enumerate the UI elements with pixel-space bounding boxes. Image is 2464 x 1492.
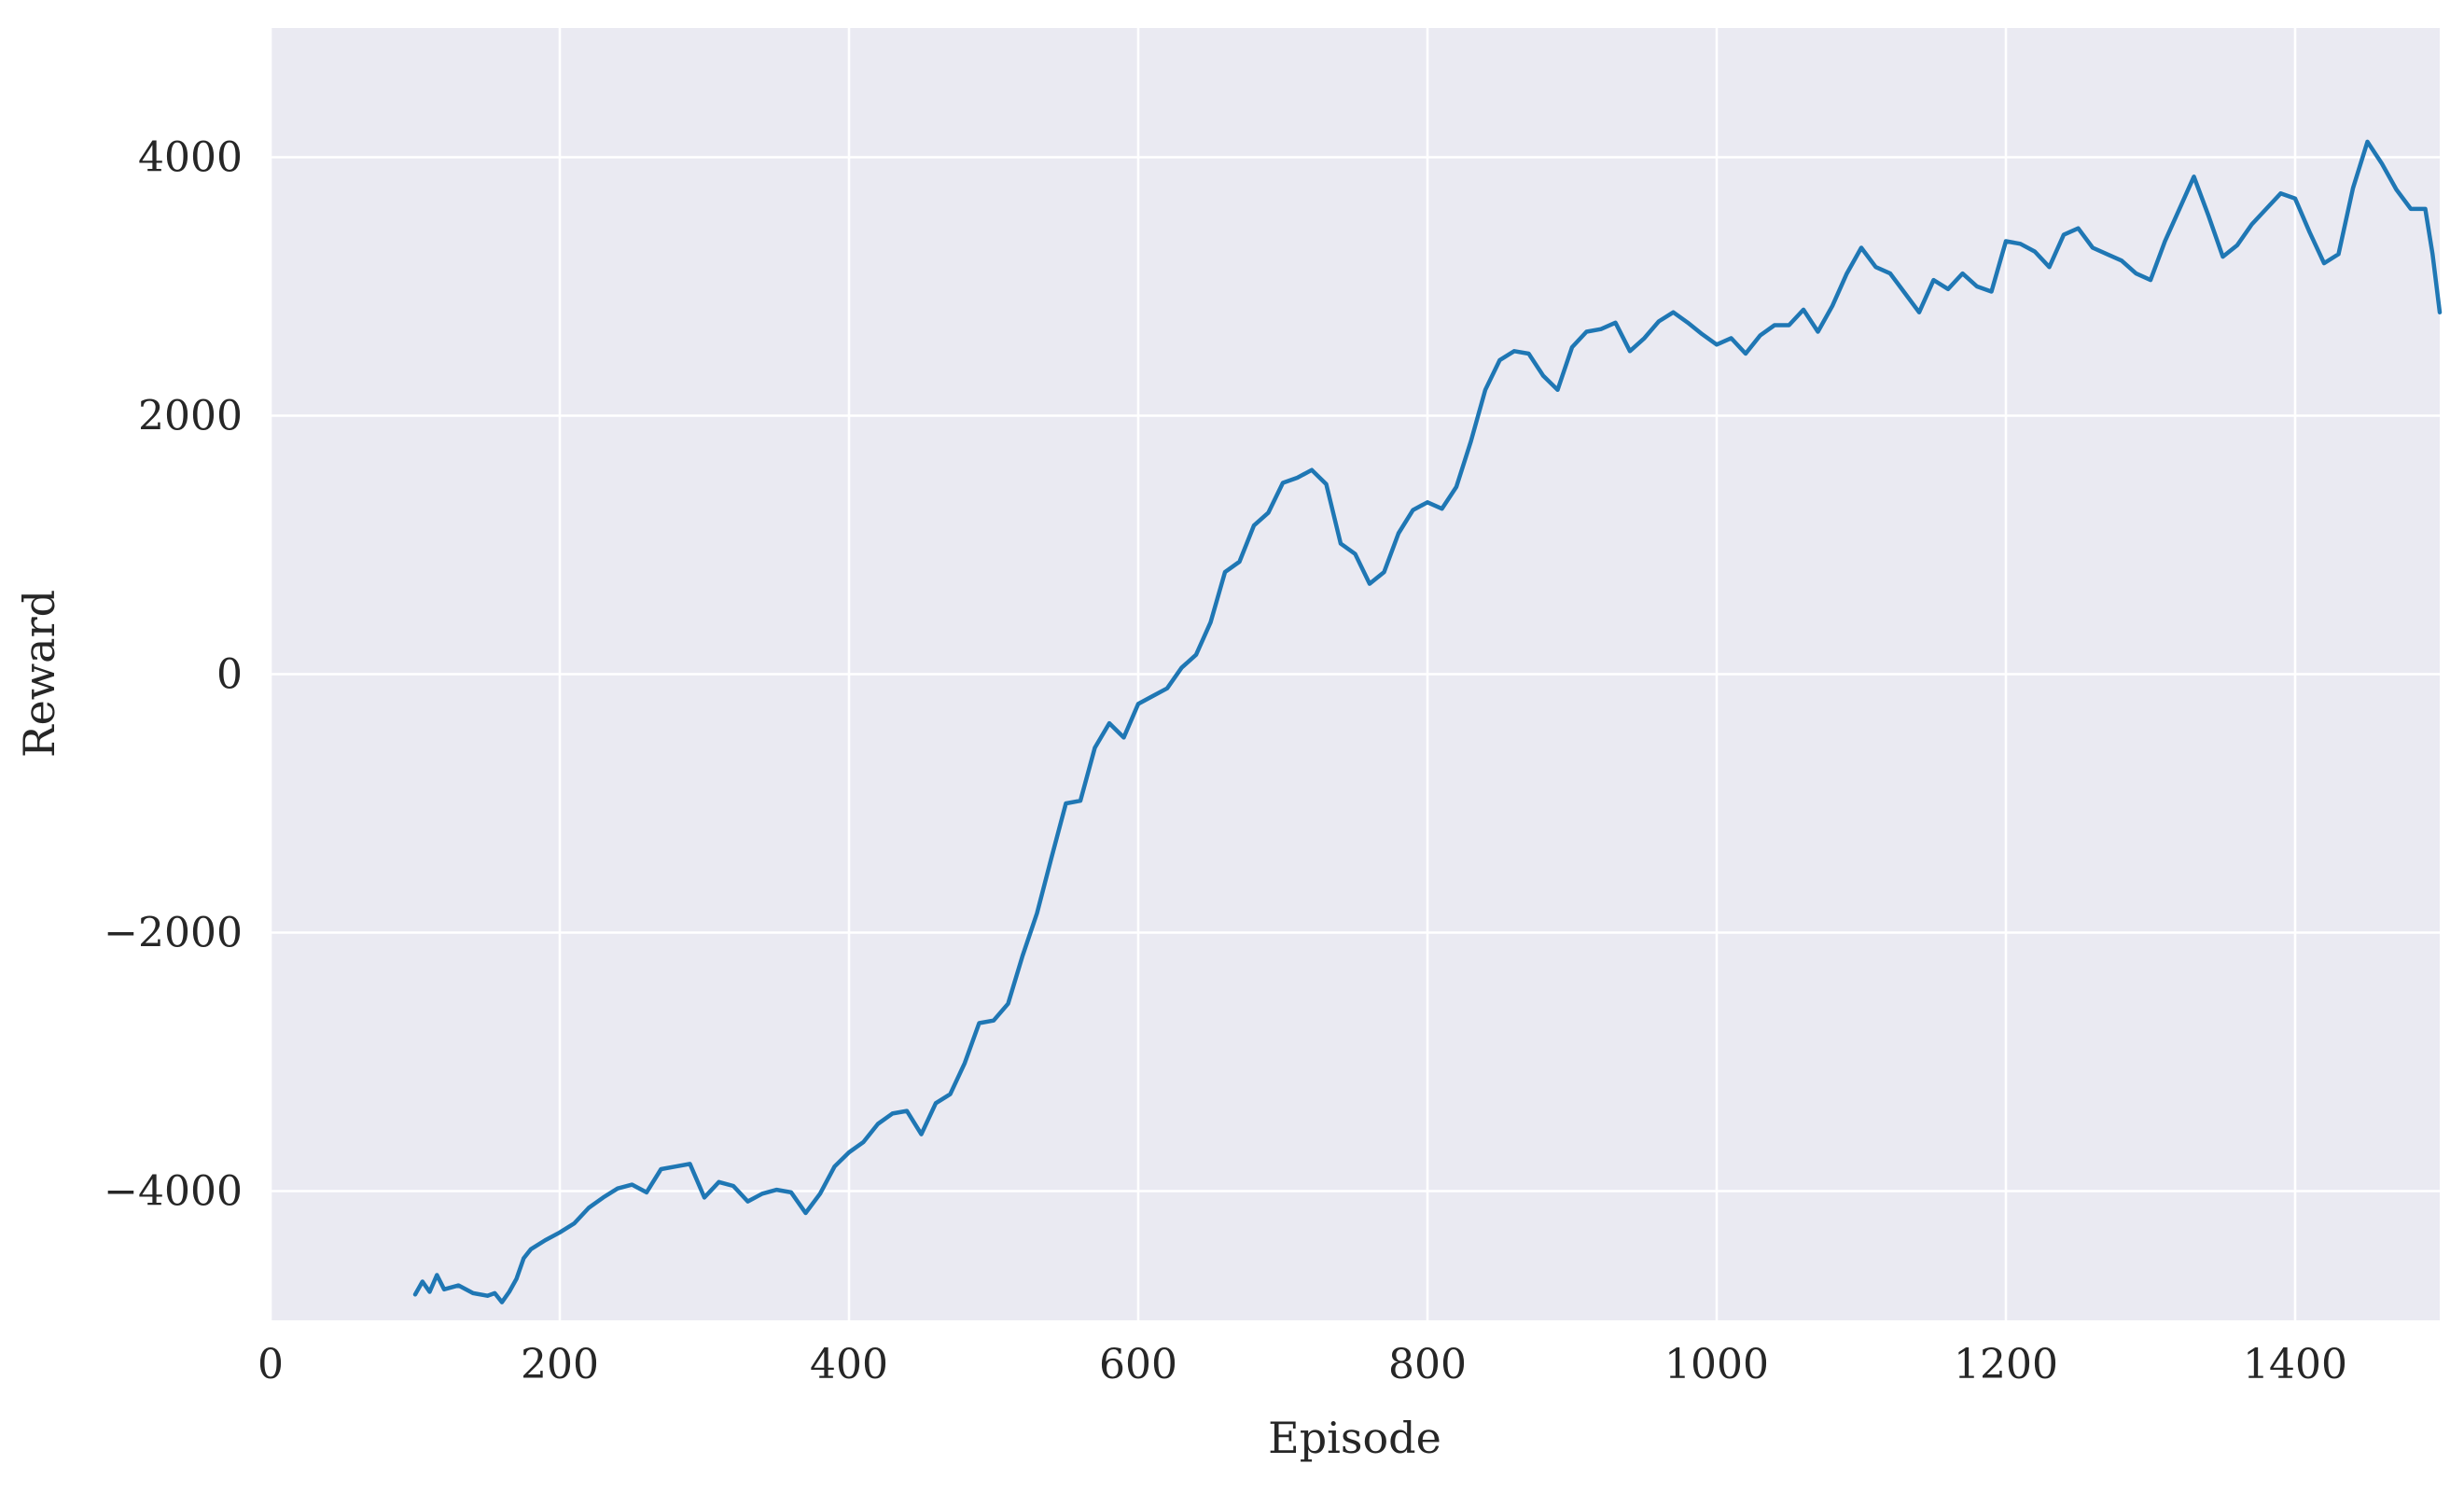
x-tick-label: 1000 (1664, 1341, 1769, 1388)
x-axis-label: Episode (1268, 1413, 1441, 1463)
x-tick-label: 1400 (2243, 1341, 2347, 1388)
y-tick-labels: −4000 −2000 0 2000 4000 (104, 134, 243, 1216)
x-tick-label: 800 (1388, 1341, 1467, 1388)
y-axis-label: Reward (14, 590, 64, 758)
x-tick-label: 0 (258, 1341, 284, 1388)
x-tick-labels: 0 200 400 600 800 1000 1200 1400 (258, 1341, 2347, 1388)
y-tick-label: 2000 (138, 393, 243, 440)
y-tick-label: −2000 (104, 910, 243, 957)
x-tick-label: 600 (1099, 1341, 1177, 1388)
series-group (412, 139, 2443, 1304)
x-tick-label: 1200 (1954, 1341, 2058, 1388)
y-tick-label: 4000 (138, 134, 243, 182)
reward-series-line (412, 139, 2443, 1304)
x-tick-label: 400 (810, 1341, 888, 1388)
x-tick-label: 200 (521, 1341, 599, 1388)
y-tick-label: 0 (216, 651, 243, 699)
y-tick-label: −4000 (104, 1168, 243, 1216)
grid-lines (269, 28, 2440, 1320)
